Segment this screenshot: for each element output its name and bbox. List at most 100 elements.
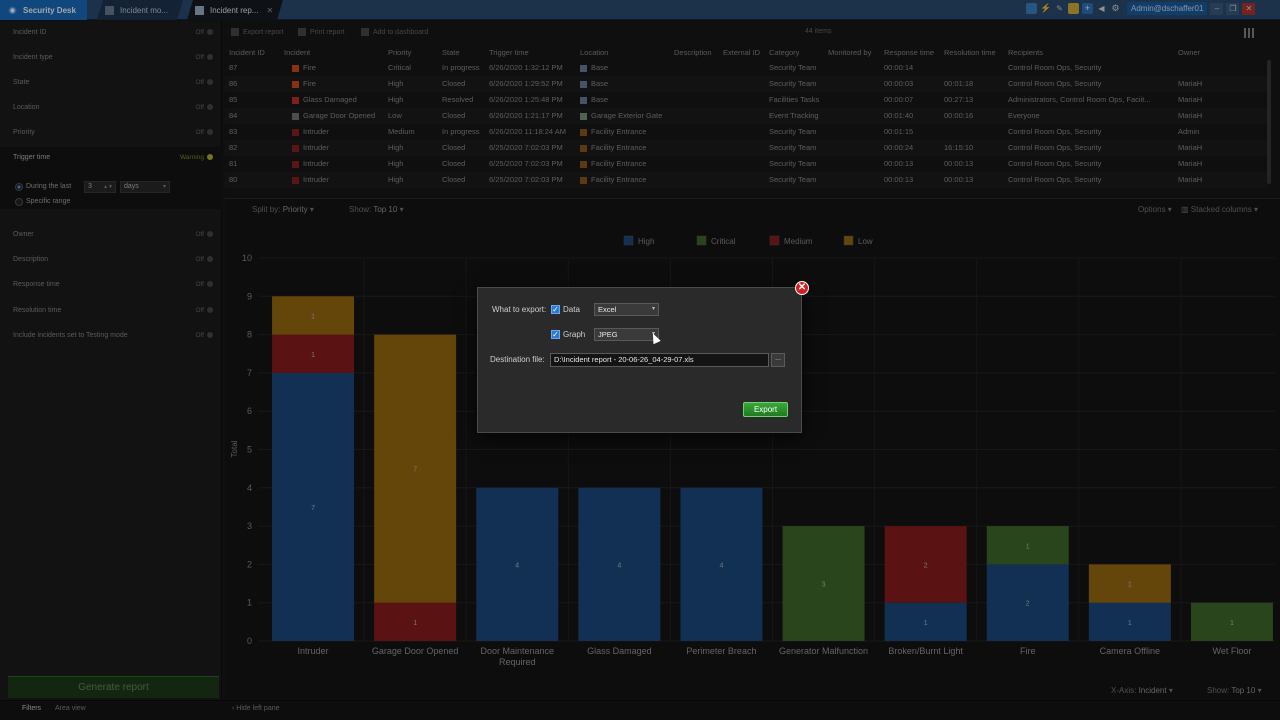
bar-segment — [476, 487, 559, 641]
chart-type-select[interactable]: ▥ Stacked columns ▾ — [1181, 205, 1258, 214]
document-icon — [195, 6, 204, 15]
minimize-icon[interactable]: – — [1210, 2, 1224, 15]
table-row[interactable]: 86 Fire High Closed 6/26/2020 1:29:52 PM Base… — [225, 76, 1267, 92]
document-icon — [105, 6, 114, 15]
graph-format-select[interactable]: JPEG ▾ — [594, 328, 659, 341]
split-by-control[interactable]: Split by: Priority ▾ — [252, 205, 314, 214]
generate-report-button[interactable]: Generate report — [8, 676, 219, 698]
column-header[interactable]: State — [442, 48, 460, 57]
tab-incident-report[interactable]: Incident rep... ✕ — [187, 0, 283, 20]
data-label: 2 — [1026, 601, 1030, 608]
filter-incident-type[interactable]: Incident type Off — [0, 50, 222, 66]
cell-trigger-time: 6/26/2020 1:32:12 PM — [489, 63, 563, 72]
close-dialog-icon[interactable]: ✕ — [795, 281, 809, 295]
x-tick-label: Broken/Burnt Light — [888, 646, 963, 656]
cell-state: Closed — [442, 143, 466, 152]
filter-testing-mode[interactable]: Include incidents set to Testing mode Off — [0, 328, 222, 344]
column-header[interactable]: Incident ID — [229, 48, 265, 57]
column-header[interactable]: Response time — [884, 48, 935, 57]
legend-swatch — [696, 235, 707, 246]
filter-resolution-time[interactable]: Resolution time Off — [0, 303, 222, 319]
table-row[interactable]: 84 Garage Door Opened Low Closed 6/26/2020 1… — [225, 108, 1267, 124]
table-row[interactable]: 82 Intruder High Closed 6/25/2020 7:02:03 PM… — [225, 140, 1267, 156]
bar-segment — [986, 526, 1069, 565]
cell-location: Facility Entrance — [580, 156, 646, 172]
cell-incident-icon — [292, 176, 299, 184]
plus-icon[interactable]: + — [1082, 3, 1093, 14]
table-row[interactable]: 85 Glass Damaged High Resolved 6/26/2020 1:2… — [225, 92, 1267, 108]
browse-button[interactable]: ... — [771, 353, 785, 367]
cell-category: Security Team — [769, 63, 817, 72]
cell-priority: Low — [388, 111, 402, 120]
filter-owner[interactable]: Owner Off — [0, 227, 222, 243]
column-header[interactable]: Incident — [284, 48, 311, 57]
x-axis-control[interactable]: X-Axis: Incident ▾ — [1111, 686, 1173, 695]
grid-view-icon[interactable] — [1244, 28, 1254, 38]
data-format-select[interactable]: Excel ▾ — [594, 303, 659, 316]
filter-priority[interactable]: Priority Off — [0, 125, 222, 141]
during-last-radio[interactable] — [15, 183, 23, 191]
monitor-icon[interactable] — [1026, 3, 1037, 14]
volume-icon[interactable]: ◀ — [1096, 3, 1107, 14]
cell-id: 81 — [229, 159, 238, 168]
user-account[interactable]: Admin@dschaffer01 — [1127, 2, 1208, 15]
system-tray: ⚡ ✎ + ◀ ⚙ Admin@dschaffer01 – ❐ ✕ — [1026, 2, 1256, 15]
tools-icon[interactable]: ✎ — [1054, 3, 1065, 14]
export-report-button[interactable]: Export report — [231, 28, 283, 36]
add-to-dashboard-button[interactable]: Add to dashboard — [361, 28, 428, 36]
close-window-icon[interactable]: ✕ — [1242, 2, 1256, 15]
graph-checkbox[interactable]: ✓ — [551, 330, 560, 339]
export-button[interactable]: Export — [743, 402, 788, 417]
column-header[interactable]: Priority — [388, 48, 412, 57]
close-tab-icon[interactable]: ✕ — [266, 5, 274, 15]
cell-state: Closed — [442, 79, 466, 88]
options-menu[interactable]: Options ▾ — [1138, 205, 1172, 214]
tab-filters[interactable]: Filters — [22, 705, 42, 712]
column-header[interactable]: External ID — [723, 48, 761, 57]
filter-location[interactable]: Location Off — [0, 100, 222, 116]
unit-select[interactable]: days ▾ — [120, 181, 170, 193]
table-row[interactable]: 83 Intruder Medium In progress 6/26/2020 11:… — [225, 124, 1267, 140]
print-report-button[interactable]: Print report — [298, 28, 345, 36]
data-label: 1 — [1026, 543, 1030, 550]
filter-response-time[interactable]: Response time Off — [0, 277, 222, 293]
filter-trigger-time[interactable]: Trigger time Warning — [0, 147, 222, 209]
bottom-tab-bar: Filters Area view ‹ Hide left pane — [0, 700, 1280, 720]
graph-label: Graph — [563, 330, 586, 339]
cell-state: In progress — [442, 63, 480, 72]
data-checkbox[interactable]: ✓ — [551, 305, 560, 314]
column-header[interactable]: Resolution time — [944, 48, 996, 57]
bar-segment — [986, 564, 1069, 641]
column-header[interactable]: Location — [580, 48, 609, 57]
tab-area-view[interactable]: Area view — [55, 705, 86, 712]
show-top-control[interactable]: Show: Top 10 ▾ — [349, 205, 404, 214]
column-header[interactable]: Trigger time — [489, 48, 529, 57]
column-header[interactable]: Recipients — [1008, 48, 1044, 57]
filter-incident-id[interactable]: Incident ID Off — [0, 25, 222, 41]
column-header[interactable]: Monitored by — [828, 48, 872, 57]
specific-range-label: Specific range — [26, 198, 71, 205]
filter-description[interactable]: Description Off — [0, 252, 222, 268]
cell-trigger-time: 6/26/2020 1:25:48 PM — [489, 95, 563, 104]
column-header[interactable]: Description — [674, 48, 712, 57]
settings-icon[interactable]: ⚙ — [1110, 3, 1121, 14]
show-bottom-control[interactable]: Show: Top 10 ▾ — [1207, 686, 1262, 695]
filter-state[interactable]: State Off — [0, 75, 222, 91]
table-row[interactable]: 80 Intruder High Closed 6/25/2020 7:02:03 PM… — [225, 172, 1267, 188]
tab-incident-monitoring[interactable]: Incident mo... — [97, 0, 183, 20]
destination-file-input[interactable]: D:\Incident report - 20-06-26_04-29-07.x… — [550, 353, 769, 367]
lightning-icon[interactable]: ⚡ — [1040, 3, 1052, 14]
specific-range-radio[interactable] — [15, 198, 23, 206]
hide-left-pane-button[interactable]: ‹ Hide left pane — [232, 705, 280, 712]
tab-security-desk[interactable]: Security Desk — [0, 0, 87, 20]
filter-label: Location — [13, 104, 40, 111]
column-header[interactable]: Category — [769, 48, 800, 57]
x-tick-label: Glass Damaged — [587, 646, 652, 656]
alarm-icon[interactable] — [1068, 3, 1079, 14]
column-header[interactable]: Owner — [1178, 48, 1201, 57]
table-row[interactable]: 87 Fire Critical In progress 6/26/2020 1:32:… — [225, 60, 1267, 76]
table-row[interactable]: 81 Intruder High Closed 6/25/2020 7:02:03 PM… — [225, 156, 1267, 172]
restore-icon[interactable]: ❐ — [1226, 2, 1240, 15]
table-scrollbar[interactable] — [1267, 60, 1271, 184]
days-count-input[interactable]: 3 ▲▼ — [84, 181, 116, 193]
